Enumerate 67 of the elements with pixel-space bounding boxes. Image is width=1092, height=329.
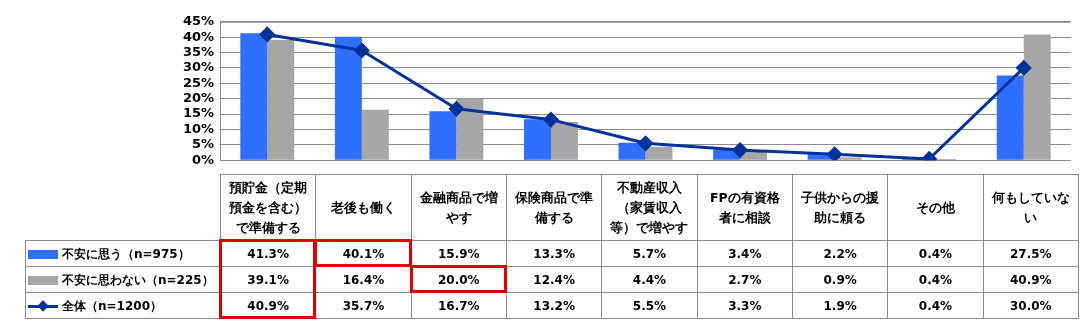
- data-label: 5.7%: [601, 240, 698, 267]
- bar: [618, 142, 646, 160]
- data-label: 1.9%: [792, 292, 888, 319]
- point: [1016, 60, 1032, 76]
- point: [448, 101, 464, 117]
- bar: [550, 122, 578, 160]
- y-tick-label: 10%: [182, 120, 214, 136]
- point: [259, 26, 275, 42]
- data-label: 35.7%: [315, 292, 412, 319]
- y-tick-label: 15%: [182, 105, 214, 121]
- data-label: 40.9%: [220, 292, 316, 319]
- bar: [524, 119, 551, 160]
- point: [732, 142, 748, 158]
- data-label: 0.4%: [887, 292, 984, 319]
- x-tick-label: 何もしていない: [983, 174, 1079, 241]
- y-tick-label: 35%: [182, 43, 214, 59]
- point: [543, 112, 559, 128]
- data-label: 13.3%: [506, 240, 602, 267]
- y-tick-label: 25%: [182, 74, 214, 90]
- bar: [996, 75, 1024, 160]
- data-label: 30.0%: [983, 292, 1079, 319]
- data-label: 2.2%: [792, 240, 888, 267]
- y-tick-label: 20%: [182, 90, 214, 106]
- x-tick-label: 不動産収入（家賃収入等）で増やす: [601, 174, 698, 241]
- data-label: 27.5%: [983, 240, 1079, 267]
- x-tick-label: 老後も働く: [315, 174, 412, 241]
- legend-label: 全体（n=1200）: [25, 292, 221, 319]
- data-label: 15.9%: [411, 240, 507, 267]
- bar: [240, 33, 268, 160]
- data-label: 3.3%: [697, 292, 793, 319]
- data-label: 16.7%: [411, 292, 507, 319]
- point: [827, 146, 843, 161]
- data-label: 3.4%: [697, 240, 793, 267]
- y-tick-label: 40%: [182, 28, 214, 44]
- x-tick-label: その他: [887, 174, 984, 241]
- data-label: 5.5%: [601, 292, 698, 319]
- x-tick-label: 預貯金（定期預金を含む）で準備する: [220, 174, 316, 241]
- bar: [645, 146, 673, 160]
- bar: [1023, 34, 1051, 160]
- x-tick-label: FPの有資格者に相談: [697, 174, 793, 241]
- y-tick-label: 45%: [182, 13, 214, 29]
- data-label: 13.2%: [506, 292, 602, 319]
- data-label: 41.3%: [220, 240, 316, 267]
- y-tick-label: 0%: [191, 151, 214, 167]
- data-label: 2.7%: [697, 266, 793, 293]
- legend-label: 不安に思う（n=975）: [25, 240, 221, 267]
- data-label: 4.4%: [601, 266, 698, 293]
- point: [354, 42, 370, 58]
- point: [638, 135, 653, 151]
- data-label: 0.9%: [792, 266, 888, 293]
- y-tick-label: 30%: [182, 59, 214, 75]
- bar: [334, 36, 362, 160]
- y-tick-label: 5%: [191, 136, 214, 152]
- bar: [267, 39, 295, 160]
- bar: [456, 98, 484, 160]
- x-tick-label: 金融商品で増やす: [411, 174, 507, 241]
- legend-label: 不安に思わない（n=225）: [25, 266, 221, 293]
- data-label: 39.1%: [220, 266, 316, 293]
- data-label: 0.4%: [887, 240, 984, 267]
- x-tick-label: 保険商品で準備する: [506, 174, 602, 241]
- bar: [361, 109, 389, 160]
- data-label: 40.9%: [983, 266, 1079, 293]
- data-label: 0.4%: [887, 266, 984, 293]
- x-tick-label: 子供からの援助に頼る: [792, 174, 888, 241]
- data-label: 12.4%: [506, 266, 602, 293]
- bar: [429, 111, 457, 160]
- data-label: 16.4%: [315, 266, 412, 293]
